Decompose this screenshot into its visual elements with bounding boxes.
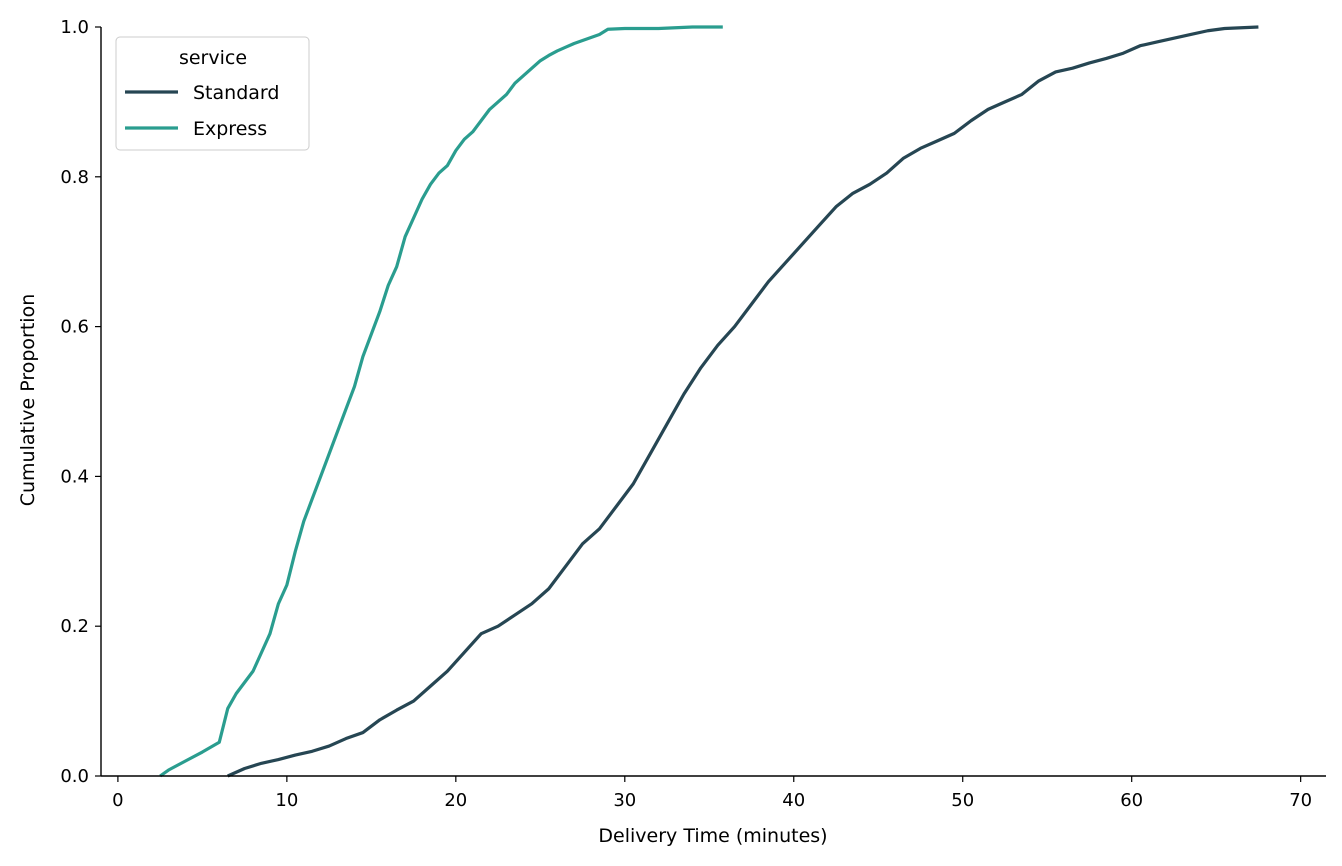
x-tick-label: 10 xyxy=(275,790,298,811)
x-tick-label: 60 xyxy=(1120,790,1143,811)
y-ticks: 0.0 0.2 0.4 0.6 0.8 1.0 xyxy=(60,17,101,787)
x-tick-label: 20 xyxy=(444,790,467,811)
legend-label-standard: Standard xyxy=(193,82,279,104)
y-tick-label: 0.8 xyxy=(60,167,89,188)
x-tick-label: 70 xyxy=(1289,790,1312,811)
x-tick-label: 40 xyxy=(782,790,805,811)
x-tick-label: 50 xyxy=(951,790,974,811)
y-axis-label: Cumulative Proportion xyxy=(17,294,39,507)
legend-label-express: Express xyxy=(193,118,267,140)
y-tick-label: 0.4 xyxy=(60,466,89,487)
y-tick-label: 0.6 xyxy=(60,317,89,338)
y-tick-label: 0.0 xyxy=(60,766,89,787)
x-tick-label: 30 xyxy=(613,790,636,811)
legend-box xyxy=(115,36,310,151)
y-tick-label: 0.2 xyxy=(60,616,89,637)
x-tick-label: 0 xyxy=(112,790,123,811)
legend: service Standard Express xyxy=(115,36,310,151)
x-axis-label: Delivery Time (minutes) xyxy=(598,825,827,847)
y-tick-label: 1.0 xyxy=(60,17,89,38)
legend-title: service xyxy=(179,47,247,69)
series-line-standard xyxy=(227,25,1259,778)
plot-lines xyxy=(159,25,1259,778)
x-ticks: 0 10 20 30 40 50 60 70 xyxy=(112,776,1312,811)
series-line-express xyxy=(159,25,723,778)
